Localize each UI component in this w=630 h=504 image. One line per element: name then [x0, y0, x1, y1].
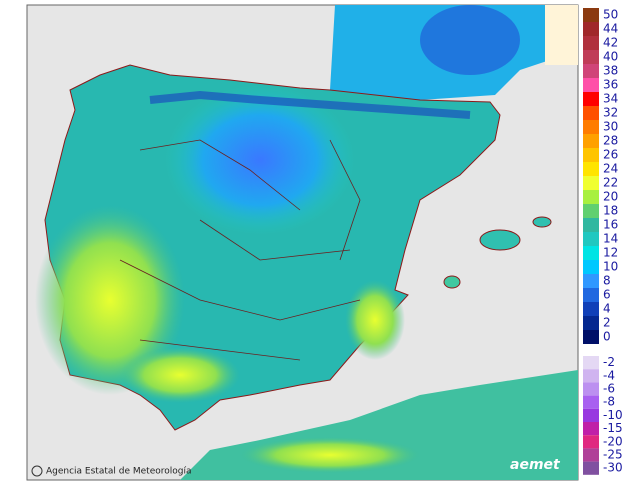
legend-swatch — [583, 8, 599, 22]
borders — [119, 139, 361, 361]
legend-label: 20 — [603, 190, 618, 204]
legend-label: 10 — [603, 260, 618, 274]
legend-label: 26 — [603, 148, 618, 162]
cold-plateau — [165, 85, 355, 235]
legend-swatch — [583, 36, 599, 50]
legend-label: 50 — [603, 8, 618, 22]
legend-label: 28 — [603, 134, 618, 148]
menorca — [532, 216, 552, 228]
legend-swatch — [583, 204, 599, 218]
legend-swatch — [583, 448, 599, 462]
legend-swatch — [583, 176, 599, 190]
legend-swatch — [583, 22, 599, 36]
mallorca — [479, 229, 521, 251]
legend-swatch — [583, 435, 599, 449]
legend-swatch — [583, 218, 599, 232]
legend-label: 40 — [603, 50, 618, 64]
warm-east — [345, 280, 405, 360]
legend-swatch — [583, 162, 599, 176]
legend-swatch — [583, 190, 599, 204]
legend-label: 6 — [603, 288, 611, 302]
legend-label: 2 — [603, 316, 611, 330]
warm-southwest — [35, 205, 185, 395]
legend-label: -30 — [603, 461, 623, 475]
legend-label: -8 — [603, 395, 615, 409]
legend: 5044424038363432302826242220181614121086… — [583, 8, 623, 475]
legend-label: -6 — [603, 382, 615, 396]
credit: Agencia Estatal de Meteorología — [46, 467, 192, 477]
legend-label: 18 — [603, 204, 618, 218]
legend-label: 0 — [603, 330, 611, 344]
warm-guadalquivir — [120, 347, 240, 403]
cold-mountains — [149, 90, 471, 119]
legend-label: 12 — [603, 246, 618, 260]
legend-swatch — [583, 78, 599, 92]
legend-label: -15 — [603, 421, 623, 435]
legend-swatch — [583, 316, 599, 330]
france-cold — [420, 5, 520, 75]
legend-swatch — [583, 274, 599, 288]
legend-swatch — [583, 120, 599, 134]
legend-label: 22 — [603, 176, 618, 190]
legend-swatch — [583, 148, 599, 162]
legend-label: 44 — [603, 22, 618, 36]
legend-label: 8 — [603, 274, 611, 288]
legend-swatch — [583, 395, 599, 409]
legend-swatch — [583, 232, 599, 246]
legend-swatch — [583, 382, 599, 396]
legend-swatch — [583, 302, 599, 316]
legend-label: 32 — [603, 106, 618, 120]
legend-label: -2 — [603, 355, 615, 369]
legend-label: 34 — [603, 92, 618, 106]
legend-label: 24 — [603, 162, 618, 176]
legend-swatch — [583, 246, 599, 260]
legend-swatch — [583, 50, 599, 64]
legend-label: -10 — [603, 408, 623, 422]
legend-label: 14 — [603, 232, 618, 246]
legend-swatch — [583, 260, 599, 274]
legend-swatch — [583, 92, 599, 106]
ibiza — [443, 275, 461, 289]
legend-label: -20 — [603, 434, 623, 448]
africa-warm — [240, 437, 420, 473]
legend-label: 36 — [603, 78, 618, 92]
land-edge — [545, 5, 578, 65]
legend-label: 4 — [603, 302, 611, 316]
legend-swatch — [583, 64, 599, 78]
legend-swatch — [583, 356, 599, 370]
legend-label: 16 — [603, 218, 618, 232]
legend-label: -4 — [603, 368, 615, 382]
map: Agencia Estatal de Meteorología aemet — [26, 4, 579, 481]
copyright-icon — [31, 465, 43, 477]
legend-label: -25 — [603, 448, 623, 462]
legend-swatch — [583, 408, 599, 422]
legend-swatch — [583, 422, 599, 436]
logo: aemet — [510, 457, 561, 473]
legend-swatch — [583, 330, 599, 344]
legend-label: 30 — [603, 120, 618, 134]
legend-label: 42 — [603, 36, 618, 50]
legend-swatch — [583, 461, 599, 475]
legend-swatch — [583, 106, 599, 120]
legend-swatch — [583, 369, 599, 383]
legend-label: 38 — [603, 64, 618, 78]
legend-swatch — [583, 288, 599, 302]
legend-swatch — [583, 134, 599, 148]
